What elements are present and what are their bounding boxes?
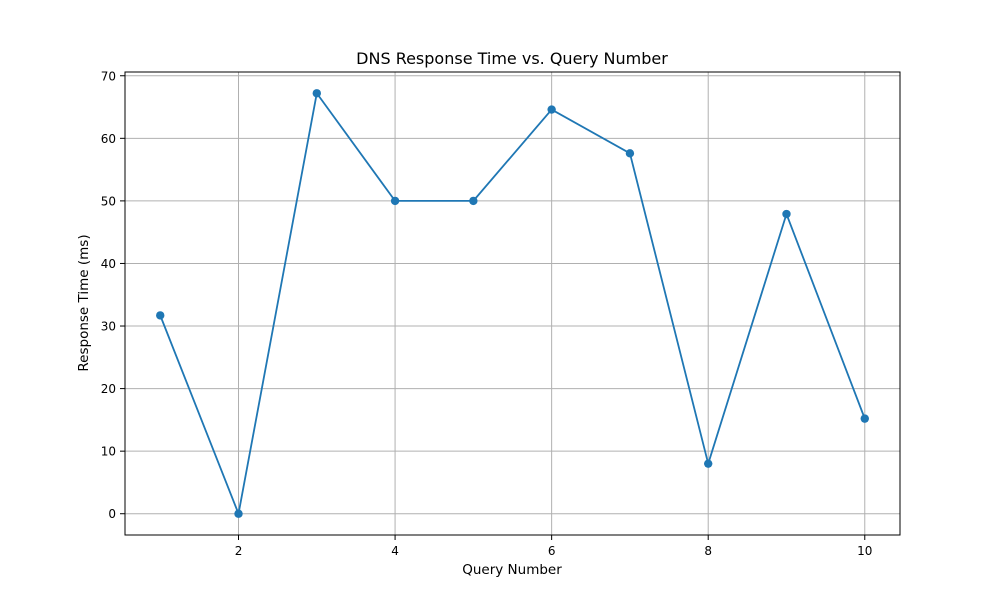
y-tick-label: 0 (108, 507, 116, 521)
y-tick-label: 30 (101, 320, 116, 334)
data-point (782, 209, 791, 219)
y-axis-ticks: 0 10 20 30 40 50 60 70 (101, 69, 125, 521)
y-axis-label: Response Time (ms) (76, 234, 92, 371)
x-axis-label: Query Number (462, 562, 562, 578)
x-tick-label: 2 (235, 544, 243, 558)
x-tick-label: 6 (548, 544, 556, 558)
data-point (234, 509, 243, 518)
data-point (469, 196, 478, 206)
x-tick-label: 4 (391, 544, 399, 558)
plot-area-frame (124, 71, 901, 536)
x-axis-ticks: 2 4 6 8 10 (235, 535, 872, 558)
data-point (156, 311, 165, 320)
data-point (312, 89, 321, 98)
y-tick-label: 40 (101, 257, 116, 271)
chart-title: DNS Response Time vs. Query Number (356, 49, 668, 68)
y-tick-label: 60 (101, 132, 116, 146)
data-point (860, 414, 869, 423)
y-tick-label: 20 (101, 382, 116, 396)
data-point (390, 196, 400, 206)
y-tick-label: 10 (101, 445, 116, 459)
series-line (159, 92, 866, 515)
data-point (704, 459, 713, 468)
data-point (625, 149, 635, 158)
x-tick-label: 10 (857, 544, 872, 558)
data-point (547, 105, 556, 114)
x-tick-label: 8 (704, 544, 712, 558)
y-tick-label: 70 (101, 69, 116, 83)
series-layer (156, 89, 869, 518)
y-tick-label: 50 (101, 194, 116, 208)
